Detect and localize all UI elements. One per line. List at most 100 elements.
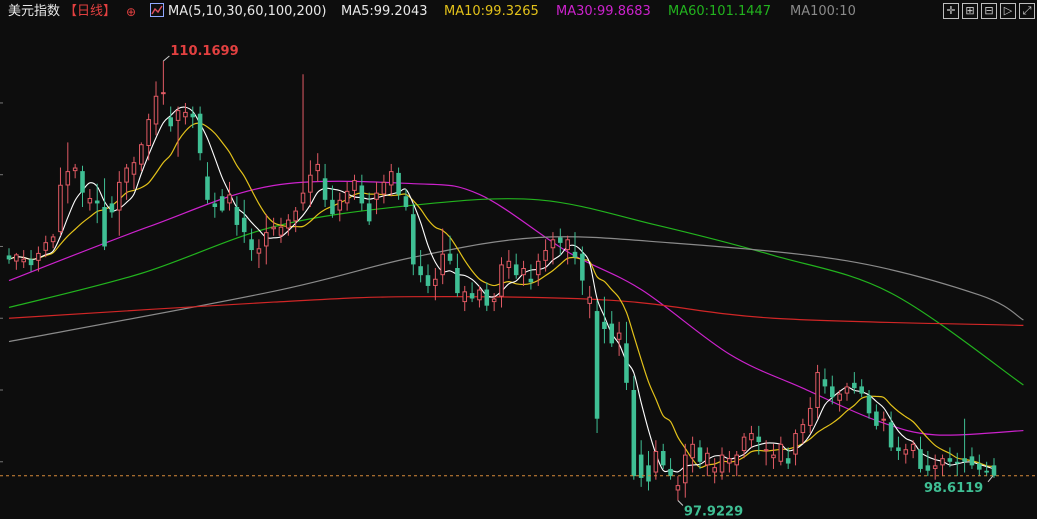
candle-body	[116, 181, 122, 211]
candle-body	[102, 207, 107, 247]
candle-body	[653, 451, 659, 473]
candle-body	[440, 253, 445, 276]
candle-body	[212, 203, 218, 207]
candle-body	[528, 278, 534, 283]
crosshair-icon[interactable]: ✛	[943, 3, 959, 19]
candle-body	[822, 379, 828, 387]
add-indicator-icon[interactable]: ⊕	[126, 5, 137, 19]
candle-body	[859, 386, 864, 394]
candle-body	[256, 248, 262, 254]
candle-body	[932, 465, 938, 469]
ma200-line	[8, 296, 1024, 327]
candle-body	[580, 253, 585, 281]
candle-body	[535, 260, 541, 276]
candle-body	[609, 323, 615, 344]
candle-body	[572, 251, 578, 258]
candle-body	[381, 181, 387, 195]
candle-body	[881, 418, 887, 421]
high-annotation-pointer	[163, 55, 170, 62]
candle-body	[734, 454, 740, 466]
candle-body	[785, 458, 791, 464]
candle-body	[660, 451, 666, 466]
candle-body	[330, 199, 335, 215]
candle-body	[558, 237, 563, 243]
ma100-value: MA100:10	[790, 4, 856, 19]
candle-body	[403, 196, 409, 207]
ma-params: MA(5,10,30,60,100,200)	[168, 4, 327, 19]
candle-body	[58, 184, 63, 233]
candle-body	[337, 199, 343, 211]
candle-body	[146, 119, 151, 146]
candle-body	[815, 372, 820, 408]
period-selector[interactable]: 【日线】	[64, 4, 117, 19]
candle-body	[638, 454, 644, 478]
candle-body	[705, 452, 710, 466]
candle-body	[43, 242, 49, 251]
indicator-chart-icon[interactable]	[150, 3, 164, 22]
candle-body	[315, 163, 321, 172]
indicator-chart-svg	[150, 3, 164, 17]
candle-body	[124, 167, 129, 183]
candle-body	[550, 239, 556, 249]
candle-body	[94, 200, 100, 204]
candle-body	[646, 465, 651, 482]
fit-chart-icon[interactable]: ⊟	[981, 3, 997, 19]
candle-body	[918, 449, 923, 469]
candle-body	[866, 395, 872, 414]
candle-body	[183, 111, 188, 118]
candle-body	[396, 172, 401, 195]
candle-body	[308, 174, 313, 193]
candle-body	[352, 180, 357, 191]
ma30-value: MA30:99.8683	[556, 4, 651, 19]
candle-body	[278, 226, 284, 236]
candle-body	[675, 485, 681, 491]
chart-toolbar: ✛ ⊞ ⊟ ▷ ⤢	[943, 3, 1035, 19]
candle-body	[668, 468, 673, 477]
candle-body	[249, 239, 254, 251]
candle-body	[50, 236, 56, 243]
candle-body	[425, 275, 431, 286]
ma10-value: MA10:99.3265	[444, 4, 539, 19]
add-indicator-icon[interactable]: ⊞	[962, 3, 978, 19]
candle-body	[852, 382, 857, 389]
candle-body	[543, 250, 548, 261]
candle-body	[205, 176, 210, 200]
candle-body	[969, 456, 975, 466]
candle-body	[322, 178, 328, 200]
candle-body	[300, 192, 306, 204]
candle-body	[954, 461, 960, 464]
candle-body	[227, 194, 232, 204]
candle-body	[682, 454, 688, 484]
candle-body	[219, 196, 225, 211]
candle-body	[602, 321, 607, 329]
candle-body	[168, 117, 173, 127]
scale-icon[interactable]: ▷	[1000, 3, 1016, 19]
candle-body	[21, 258, 26, 263]
candle-body	[793, 433, 798, 455]
chart-title: 美元指数	[8, 4, 61, 19]
expand-icon[interactable]: ⤢	[1019, 3, 1035, 19]
candle-body	[499, 264, 504, 297]
candle-body	[271, 226, 276, 230]
candle-body	[874, 411, 879, 426]
candle-body	[197, 113, 203, 154]
candle-body	[14, 254, 19, 262]
candle-body	[697, 447, 703, 462]
ma60-value: MA60:101.1447	[668, 4, 772, 19]
ma5-value: MA5:99.2043	[341, 4, 428, 19]
candle-body	[80, 171, 85, 193]
candle-body	[719, 454, 725, 473]
candle-body	[36, 252, 41, 261]
candle-body	[263, 232, 269, 247]
candle-body	[984, 470, 989, 473]
candle-body	[153, 95, 159, 125]
candle-body	[962, 458, 967, 462]
candle-body	[616, 332, 622, 340]
candle-body	[807, 407, 813, 426]
candle-body	[521, 268, 526, 276]
candle-body	[800, 424, 806, 434]
candle-body	[977, 463, 982, 470]
candle-body	[234, 207, 240, 225]
candle-body	[87, 198, 93, 204]
